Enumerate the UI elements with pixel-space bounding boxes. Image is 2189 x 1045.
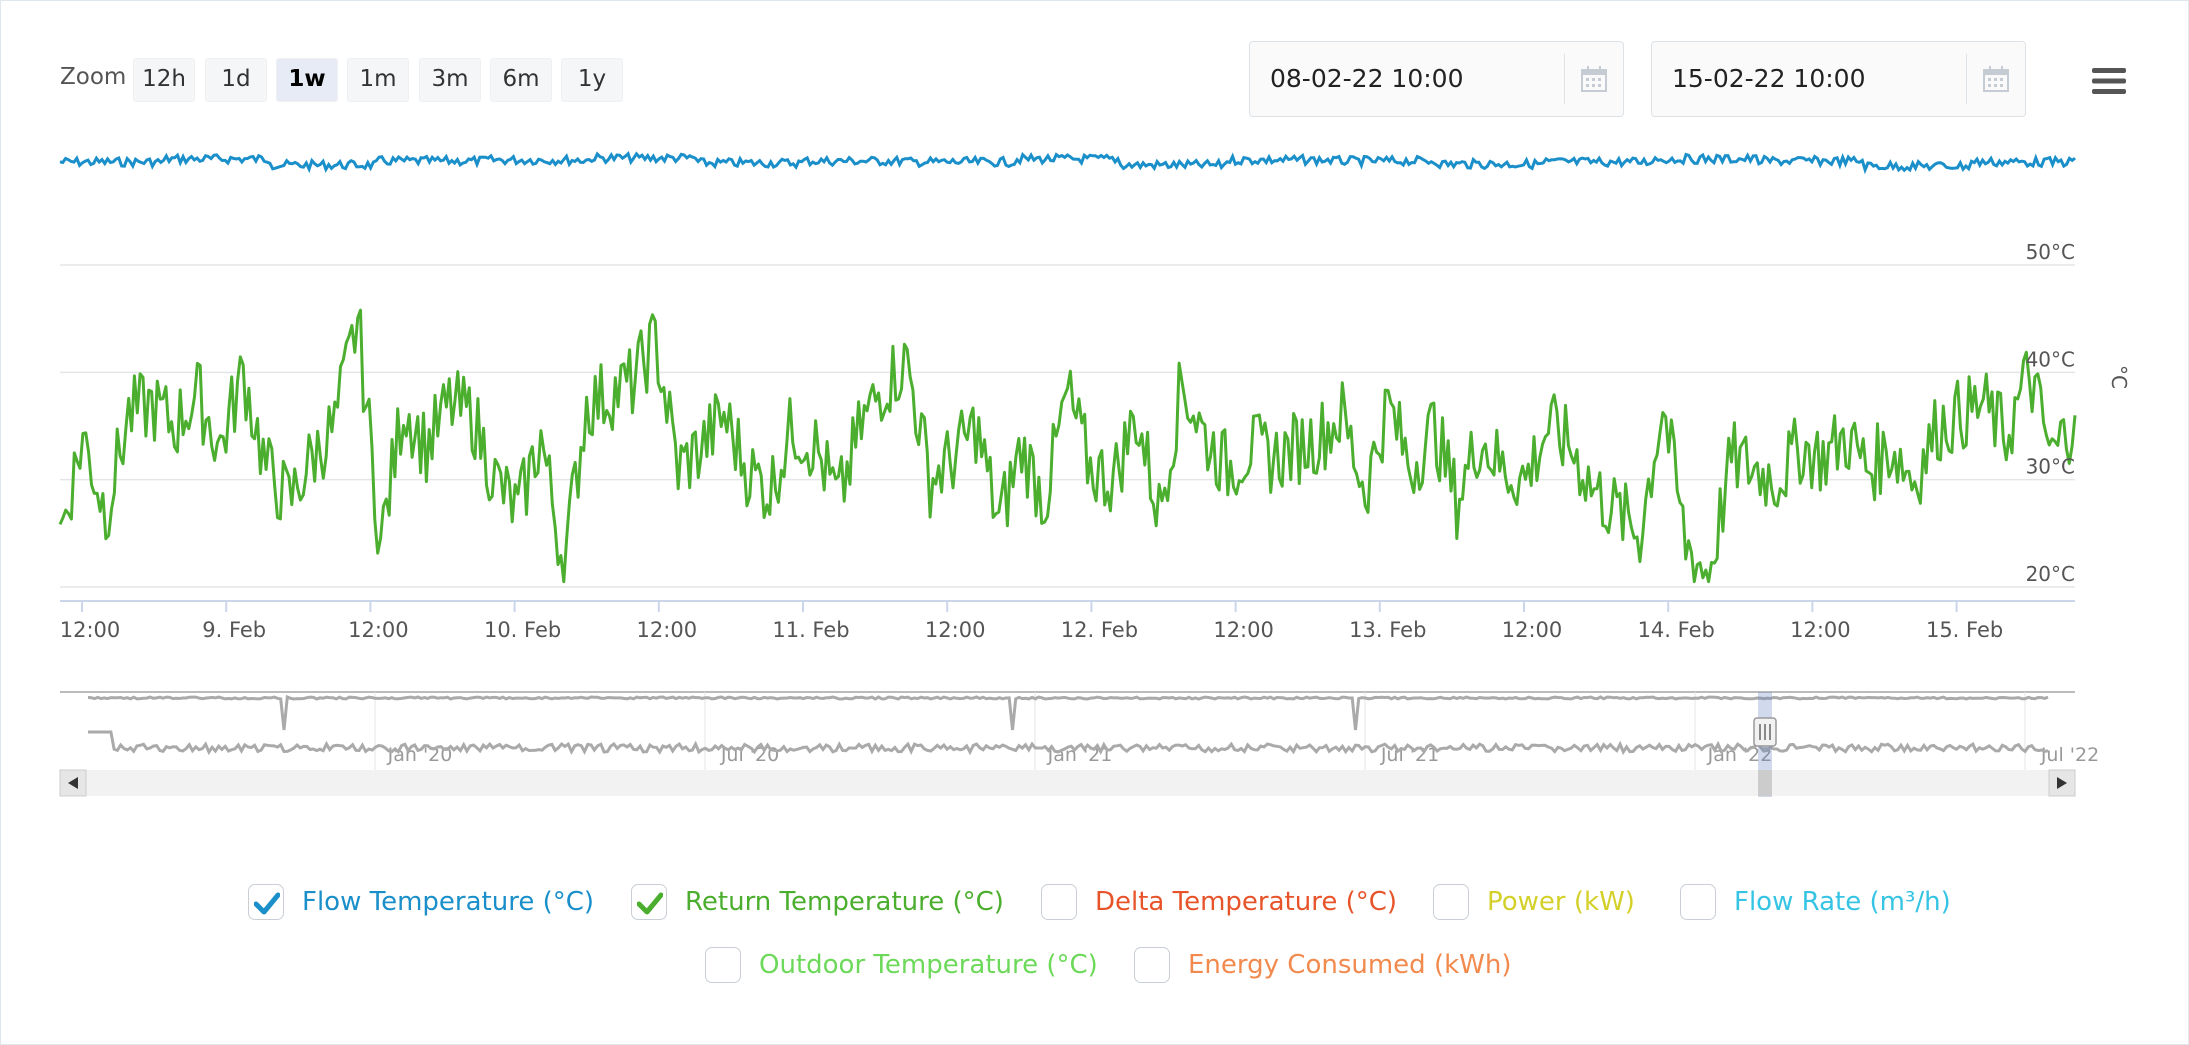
navigator-scrollbar[interactable] xyxy=(60,770,2075,796)
x-tick-label: 12:00 xyxy=(1502,618,1563,642)
y-tick-label: 20°C xyxy=(2026,562,2075,586)
x-tick-label: 9. Feb xyxy=(202,618,266,642)
y-tick-label: 50°C xyxy=(2026,240,2075,264)
legend-label: Flow Rate (m³/h) xyxy=(1734,887,1951,917)
scroll-left-icon xyxy=(68,777,78,789)
zoom-1w-button[interactable]: 1w xyxy=(276,58,338,102)
zoom-1m-button[interactable]: 1m xyxy=(347,58,409,102)
date-from-value: 08-02-22 10:00 xyxy=(1270,64,1464,93)
y-axis-unit: °C xyxy=(2107,365,2131,389)
x-tick-label: 12:00 xyxy=(925,618,986,642)
navigator-tick-label: Jul '22 xyxy=(2040,744,2099,766)
legend-label: Return Temperature (°C) xyxy=(685,887,1004,917)
hamburger-menu-icon[interactable] xyxy=(2092,66,2126,96)
x-tick-label: 12:00 xyxy=(348,618,409,642)
y-tick-label: 40°C xyxy=(2026,347,2075,371)
calendar-icon[interactable] xyxy=(1581,66,1607,92)
legend-label: Delta Temperature (°C) xyxy=(1095,887,1398,917)
date-to-input[interactable]: 15-02-22 10:00 xyxy=(1651,41,2026,117)
legend-checkbox[interactable] xyxy=(1041,884,1077,920)
divider xyxy=(1564,54,1565,104)
date-from-input[interactable]: 08-02-22 10:00 xyxy=(1249,41,1624,117)
y-tick-label: 30°C xyxy=(2026,455,2075,479)
x-tick-label: 12:00 xyxy=(637,618,698,642)
x-tick-label: 11. Feb xyxy=(772,618,849,642)
divider xyxy=(1966,54,1967,104)
legend-checkbox[interactable] xyxy=(1433,884,1469,920)
legend-checkbox[interactable] xyxy=(1134,947,1170,983)
zoom-label: Zoom xyxy=(60,64,127,90)
legend-checkbox[interactable] xyxy=(248,884,284,920)
scroll-right-icon xyxy=(2057,777,2067,789)
navigator-series-flow xyxy=(87,694,2049,731)
legend-label: Power (kW) xyxy=(1487,887,1635,917)
zoom-1d-button[interactable]: 1d xyxy=(205,58,267,102)
legend-checkbox[interactable] xyxy=(631,884,667,920)
zoom-6m-button[interactable]: 6m xyxy=(490,58,552,102)
series-line-return-temperature xyxy=(58,308,2077,584)
x-tick-label: 12:00 xyxy=(60,618,121,642)
x-tick-label: 12:00 xyxy=(1213,618,1274,642)
legend-label: Energy Consumed (kWh) xyxy=(1188,950,1512,980)
zoom-1y-button[interactable]: 1y xyxy=(561,58,623,102)
x-tick-label: 13. Feb xyxy=(1349,618,1426,642)
x-tick-label: 15. Feb xyxy=(1926,618,2003,642)
checkmark-icon xyxy=(637,892,663,915)
scrollbar-thumb[interactable] xyxy=(1758,770,1772,796)
x-tick-label: 12. Feb xyxy=(1061,618,1138,642)
x-tick-label: 12:00 xyxy=(1790,618,1851,642)
navigator-series-return xyxy=(88,730,2049,756)
legend-checkbox[interactable] xyxy=(705,947,741,983)
temperature-chart: 12:00 9. Feb 12:00 10. Feb 12:00 11. Feb 12:00… xyxy=(58,151,2131,797)
legend-checkbox[interactable] xyxy=(1680,884,1716,920)
x-tick-label: 14. Feb xyxy=(1638,618,1715,642)
calendar-icon[interactable] xyxy=(1983,66,2009,92)
legend-label: Flow Temperature (°C) xyxy=(302,887,595,917)
series-line-flow-temperature xyxy=(59,151,2076,175)
zoom-12h-button[interactable]: 12h xyxy=(133,58,195,102)
date-to-value: 15-02-22 10:00 xyxy=(1672,64,1866,93)
legend-label: Outdoor Temperature (°C) xyxy=(759,950,1098,980)
x-tick-label: 10. Feb xyxy=(484,618,561,642)
checkmark-icon xyxy=(254,892,280,915)
zoom-3m-button[interactable]: 3m xyxy=(419,58,481,102)
